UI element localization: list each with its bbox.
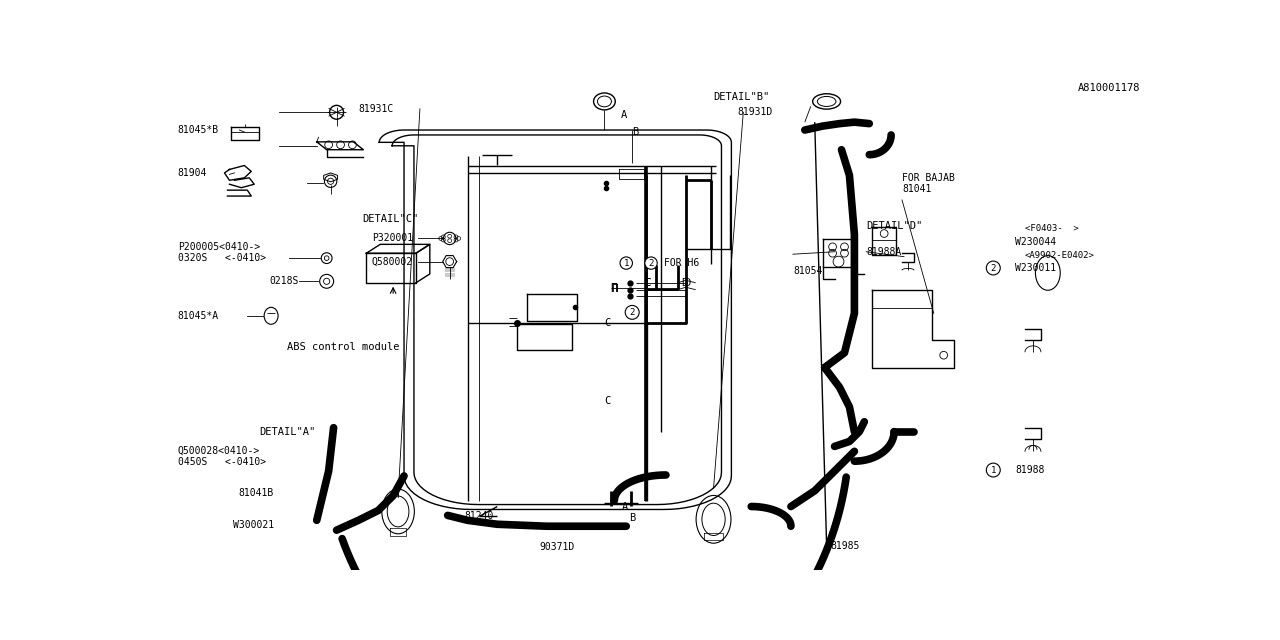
Text: DETAIL"B": DETAIL"B" (713, 93, 769, 102)
Text: 81045*B: 81045*B (178, 125, 219, 135)
Text: C: C (604, 318, 611, 328)
Text: A810001178: A810001178 (1078, 83, 1140, 93)
Text: П: П (611, 282, 617, 295)
Text: 81041B: 81041B (239, 488, 274, 498)
Text: Q580002: Q580002 (371, 257, 413, 267)
Text: 2: 2 (649, 259, 654, 268)
Text: W300021: W300021 (233, 520, 274, 531)
Text: 0320S   <-0410>: 0320S <-0410> (178, 253, 266, 263)
Text: <A9902-E0402>: <A9902-E0402> (1025, 251, 1094, 260)
Text: DETAIL"C": DETAIL"C" (362, 214, 419, 224)
Text: D: D (684, 278, 690, 288)
Text: FOR H6: FOR H6 (664, 258, 699, 268)
Text: FOR BAJAB: FOR BAJAB (902, 173, 955, 183)
Text: B: B (632, 127, 639, 137)
Text: 2: 2 (630, 308, 635, 317)
Text: 81045*A: 81045*A (178, 311, 219, 321)
Text: П: П (612, 284, 618, 294)
Text: 81931C: 81931C (358, 104, 394, 114)
Circle shape (625, 305, 639, 319)
Text: 1: 1 (623, 259, 628, 268)
Circle shape (987, 463, 1000, 477)
Text: W230044: W230044 (1015, 237, 1056, 247)
Text: C: C (644, 278, 650, 288)
Circle shape (987, 261, 1000, 275)
Text: 2: 2 (991, 264, 996, 273)
Text: P200005<0410->: P200005<0410-> (178, 242, 260, 252)
Text: 90371D: 90371D (539, 543, 575, 552)
Text: 81988: 81988 (1015, 465, 1044, 475)
Text: B: B (628, 513, 635, 523)
Text: 81904: 81904 (178, 168, 207, 178)
Circle shape (620, 257, 632, 269)
Text: P320001: P320001 (371, 234, 413, 243)
Text: 81054: 81054 (792, 266, 822, 276)
Text: 0218S: 0218S (270, 276, 300, 286)
Text: W230011: W230011 (1015, 263, 1056, 273)
Text: 81985: 81985 (831, 541, 860, 551)
Text: DETAIL"D": DETAIL"D" (867, 221, 923, 230)
Text: D: D (681, 278, 687, 288)
Text: <F0403-  >: <F0403- > (1025, 224, 1079, 233)
Text: ABS control module: ABS control module (287, 342, 399, 352)
Text: 81041: 81041 (902, 184, 932, 194)
Text: 0450S   <-0410>: 0450S <-0410> (178, 457, 266, 467)
Text: 81931D: 81931D (737, 108, 773, 117)
Text: C: C (644, 278, 650, 288)
Text: A: A (622, 502, 628, 511)
Circle shape (645, 257, 657, 269)
Text: Q500028<0410->: Q500028<0410-> (178, 445, 260, 455)
Text: C: C (604, 396, 611, 406)
Text: 81240: 81240 (465, 511, 494, 522)
Text: 81988A: 81988A (867, 247, 901, 257)
Text: 1: 1 (991, 465, 996, 474)
Text: DETAIL"A": DETAIL"A" (259, 427, 315, 436)
Text: A: A (621, 110, 627, 120)
